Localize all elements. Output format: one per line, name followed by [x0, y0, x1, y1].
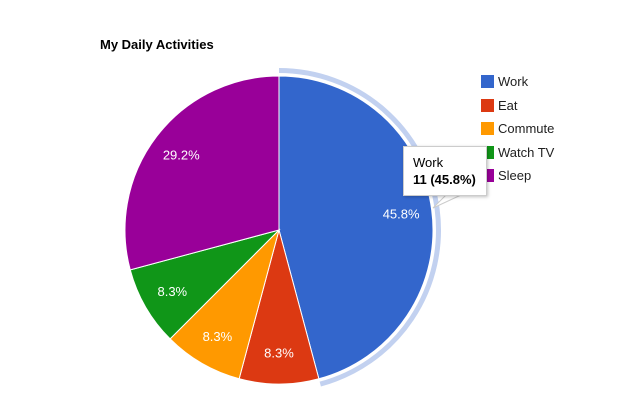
legend-item-commute[interactable]: Commute: [481, 122, 554, 135]
pie-slice-sleep[interactable]: [124, 75, 280, 271]
legend-swatch: [481, 98, 494, 112]
legend-item-watch-tv[interactable]: Watch TV: [481, 144, 555, 160]
pie-slice-work[interactable]: [278, 75, 434, 380]
legend: Work Eat Commute Watch TV Sleep: [481, 75, 554, 193]
legend-item-eat[interactable]: Eat: [481, 97, 554, 113]
legend-item-sleep[interactable]: Sleep: [481, 169, 554, 182]
tooltip-value: 11 (45.8%): [413, 172, 476, 187]
legend-label: Commute: [498, 121, 555, 136]
legend-label: Watch TV: [498, 144, 555, 160]
slice-percent-label: 45.8%: [383, 206, 420, 221]
tooltip-category: Work: [413, 155, 444, 170]
slice-percent-label: 8.3%: [264, 346, 294, 361]
legend-label: Eat: [498, 97, 518, 113]
chart-title: My Daily Activities: [100, 37, 214, 52]
legend-label: Work: [498, 74, 529, 89]
legend-label: Sleep: [498, 168, 532, 183]
slice-percent-label: 29.2%: [163, 148, 200, 163]
legend-swatch: [481, 122, 494, 135]
slice-highlight-ring: [278, 68, 441, 387]
tooltip: Work 11 (45.8%): [403, 146, 487, 196]
legend-item-work[interactable]: Work: [481, 75, 554, 88]
pie-slices: [124, 68, 441, 387]
slice-percent-label: 8.3%: [203, 329, 233, 344]
slice-labels: 45.8% 8.3% 8.3% 8.3% 29.2%: [157, 148, 420, 361]
legend-swatch: [481, 75, 494, 88]
slice-percent-label: 8.3%: [157, 284, 187, 299]
